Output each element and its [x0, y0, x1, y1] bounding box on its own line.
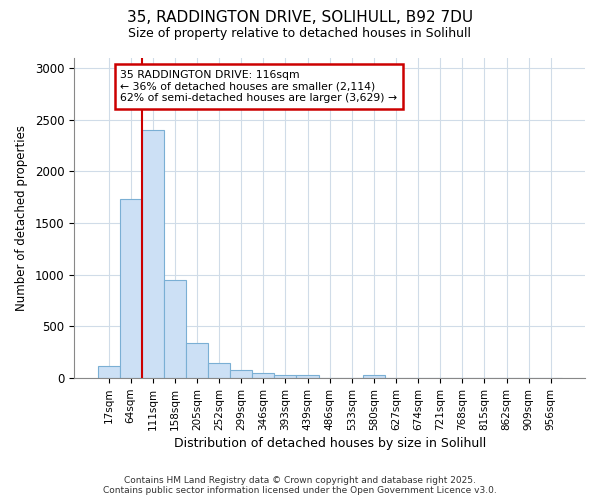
Text: 35, RADDINGTON DRIVE, SOLIHULL, B92 7DU: 35, RADDINGTON DRIVE, SOLIHULL, B92 7DU: [127, 10, 473, 25]
Bar: [296, 375, 319, 378]
Bar: [208, 362, 230, 378]
Bar: [363, 375, 385, 378]
Bar: [274, 375, 296, 378]
Bar: [164, 280, 186, 378]
Bar: [119, 199, 142, 378]
Bar: [230, 370, 252, 378]
Bar: [142, 130, 164, 378]
Text: 35 RADDINGTON DRIVE: 116sqm
← 36% of detached houses are smaller (2,114)
62% of : 35 RADDINGTON DRIVE: 116sqm ← 36% of det…: [120, 70, 397, 103]
Text: Size of property relative to detached houses in Solihull: Size of property relative to detached ho…: [128, 28, 472, 40]
Bar: [252, 373, 274, 378]
Y-axis label: Number of detached properties: Number of detached properties: [15, 125, 28, 311]
Bar: [186, 343, 208, 378]
Text: Contains HM Land Registry data © Crown copyright and database right 2025.
Contai: Contains HM Land Registry data © Crown c…: [103, 476, 497, 495]
Bar: [98, 366, 119, 378]
X-axis label: Distribution of detached houses by size in Solihull: Distribution of detached houses by size …: [173, 437, 486, 450]
